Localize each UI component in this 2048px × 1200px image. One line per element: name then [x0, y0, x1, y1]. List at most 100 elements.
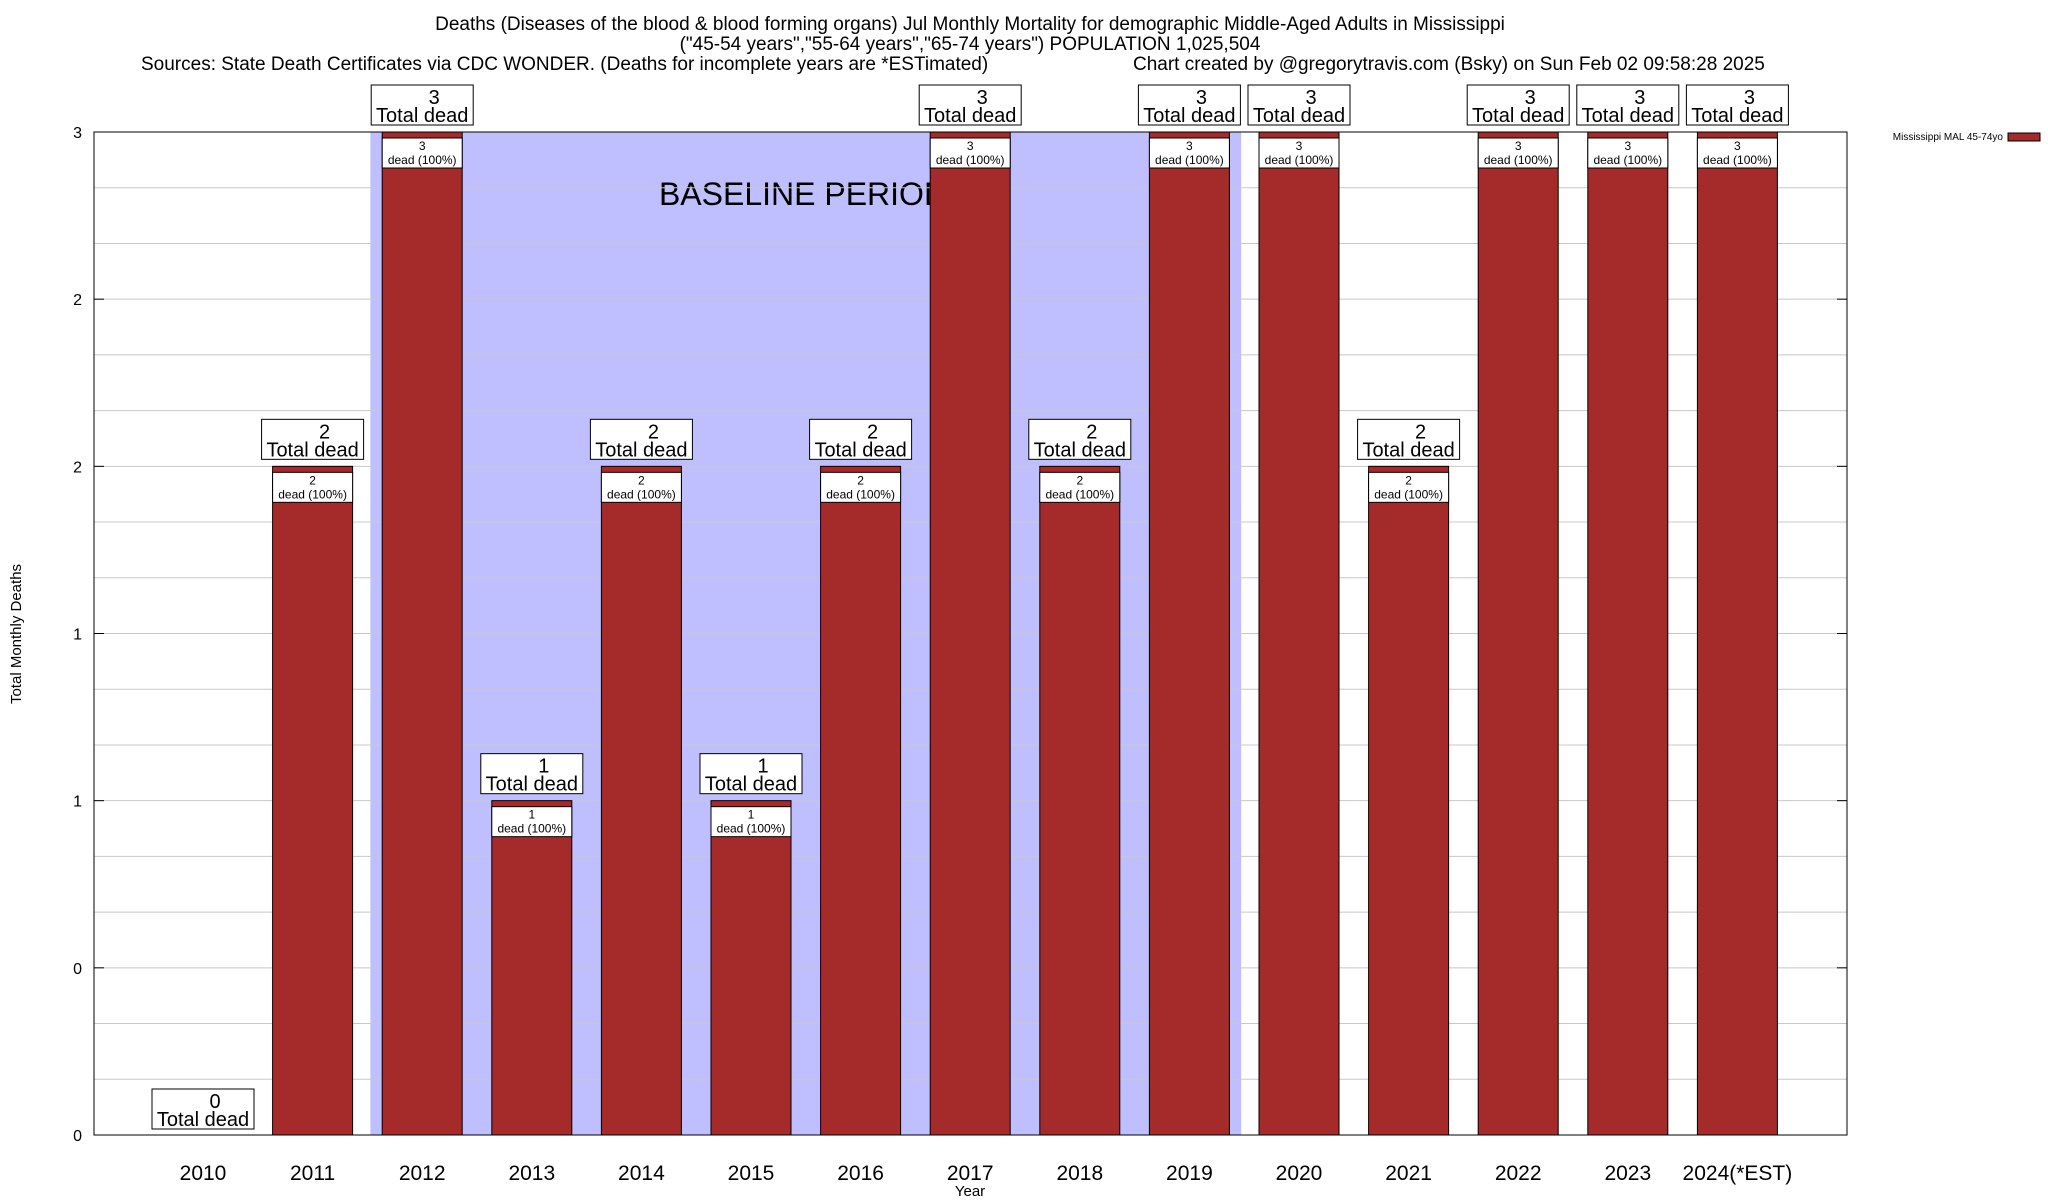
bar-inner-label-value: 2	[309, 473, 316, 487]
bar	[1148, 131, 1230, 1136]
bar-inner-label-text: dead (100%)	[1374, 487, 1443, 501]
bar	[381, 131, 463, 1136]
bar-total-label-value: 3	[1305, 87, 1316, 109]
bar-total-label-value: 1	[757, 756, 768, 778]
bar-total-label-value: 3	[977, 87, 988, 109]
bar-total-label-text: Total dead	[1362, 439, 1454, 461]
bar	[1696, 131, 1778, 1136]
bar-inner-label-box	[1587, 137, 1669, 169]
bar	[1039, 465, 1121, 1136]
x-tick-label: 2016	[837, 1162, 884, 1185]
bar-total-label-value: 2	[319, 421, 330, 443]
bar-inner-label-box	[491, 806, 573, 838]
bar	[1477, 131, 1559, 1136]
bar-inner-label-box	[929, 137, 1011, 169]
bar-inner-label-text: dead (100%)	[936, 153, 1005, 167]
bar-total-label-text: Total dead	[1582, 105, 1674, 127]
bar-total-label-value: 3	[1196, 87, 1207, 109]
bar-total-label-box	[1466, 84, 1570, 126]
bar	[1587, 131, 1669, 1136]
bar-total-label-value: 3	[1744, 87, 1755, 109]
bar-total-label-value: 3	[1634, 87, 1645, 109]
bar-total-label-text: Total dead	[1253, 105, 1345, 127]
chart-credit: Chart created by @gregorytravis.com (Bsk…	[1133, 54, 1765, 75]
bar-inner-label-value: 2	[638, 473, 645, 487]
bar-total-label-text: Total dead	[376, 105, 468, 127]
bar-total-label-text: Total dead	[486, 774, 578, 796]
chart-title-line-2: ("45-54 years","55-64 years","65-74 year…	[680, 34, 1261, 55]
y-tick-label: 0	[73, 1128, 82, 1145]
x-tick-label: 2012	[399, 1162, 446, 1185]
bar-total-label-box	[918, 84, 1022, 126]
bar-total-label-box	[1028, 418, 1132, 460]
bar-total-label-value: 2	[1415, 421, 1426, 443]
bar-total-label-box	[480, 753, 584, 795]
bar-inner-label-box	[272, 471, 354, 503]
bar-total-label-text: Total dead	[705, 774, 797, 796]
bar-inner-label-box	[1039, 471, 1121, 503]
bar-total-label-text: Total dead	[1143, 105, 1235, 127]
bar	[1368, 465, 1450, 1136]
bar-inner-label-value: 2	[857, 473, 864, 487]
bar-total-label-box	[1685, 84, 1789, 126]
bar-total-label-text: Total dead	[1691, 105, 1783, 127]
chart-title-line-1: Deaths (Diseases of the blood & blood fo…	[435, 14, 1505, 35]
bar-inner-label-box	[1368, 471, 1450, 503]
chart-sources: Sources: State Death Certificates via CD…	[141, 54, 988, 75]
bar-inner-label-text: dead (100%)	[607, 487, 676, 501]
bar-total-label-box	[1247, 84, 1351, 126]
y-tick-label: 1	[73, 627, 82, 644]
bar-total-label-text: Total dead	[1472, 105, 1564, 127]
bar-inner-label-value: 3	[419, 139, 426, 153]
bar-inner-label-value: 3	[967, 139, 974, 153]
bar-inner-label-value: 2	[1076, 473, 1083, 487]
bar-inner-label-text: dead (100%)	[1265, 153, 1334, 167]
x-tick-label: 2013	[508, 1162, 555, 1185]
bar-total-label-value: 2	[1086, 421, 1097, 443]
bar-inner-label-value: 3	[1186, 139, 1193, 153]
bar-total-label-value: 3	[429, 87, 440, 109]
bar	[272, 465, 354, 1136]
x-tick-label: 2014	[618, 1162, 665, 1185]
bar	[491, 800, 573, 1136]
bar-inner-label-value: 3	[1296, 139, 1303, 153]
bar-total-label-text: Total dead	[157, 1109, 249, 1131]
x-tick-label: 2010	[180, 1162, 227, 1185]
bar-total-label-text: Total dead	[266, 439, 358, 461]
bar-total-label-box	[151, 1088, 255, 1130]
x-axis-label: Year	[955, 1183, 985, 1200]
bar-inner-label-text: dead (100%)	[1155, 153, 1224, 167]
y-tick-label: 2	[73, 292, 82, 309]
bar-inner-label-box	[381, 137, 463, 169]
bar-total-label-box	[1576, 84, 1680, 126]
bar-total-label-text: Total dead	[595, 439, 687, 461]
bar-total-label-box	[589, 418, 693, 460]
y-tick-label: 3	[73, 125, 82, 142]
bar-inner-label-text: dead (100%)	[1484, 153, 1553, 167]
x-tick-label: 2015	[728, 1162, 775, 1185]
bar-inner-label-text: dead (100%)	[826, 487, 895, 501]
bar-inner-label-box	[600, 471, 682, 503]
legend-swatch	[2007, 132, 2041, 142]
y-axis-label: Total Monthly Deaths	[8, 564, 25, 704]
bar-inner-label-text: dead (100%)	[278, 487, 347, 501]
bar-inner-label-box	[1696, 137, 1778, 169]
bar-inner-label-value: 2	[1405, 473, 1412, 487]
baseline-label: BASELINE PERIOD	[659, 176, 947, 212]
x-tick-label: 2024(*EST)	[1683, 1162, 1793, 1185]
x-tick-label: 2023	[1604, 1162, 1651, 1185]
